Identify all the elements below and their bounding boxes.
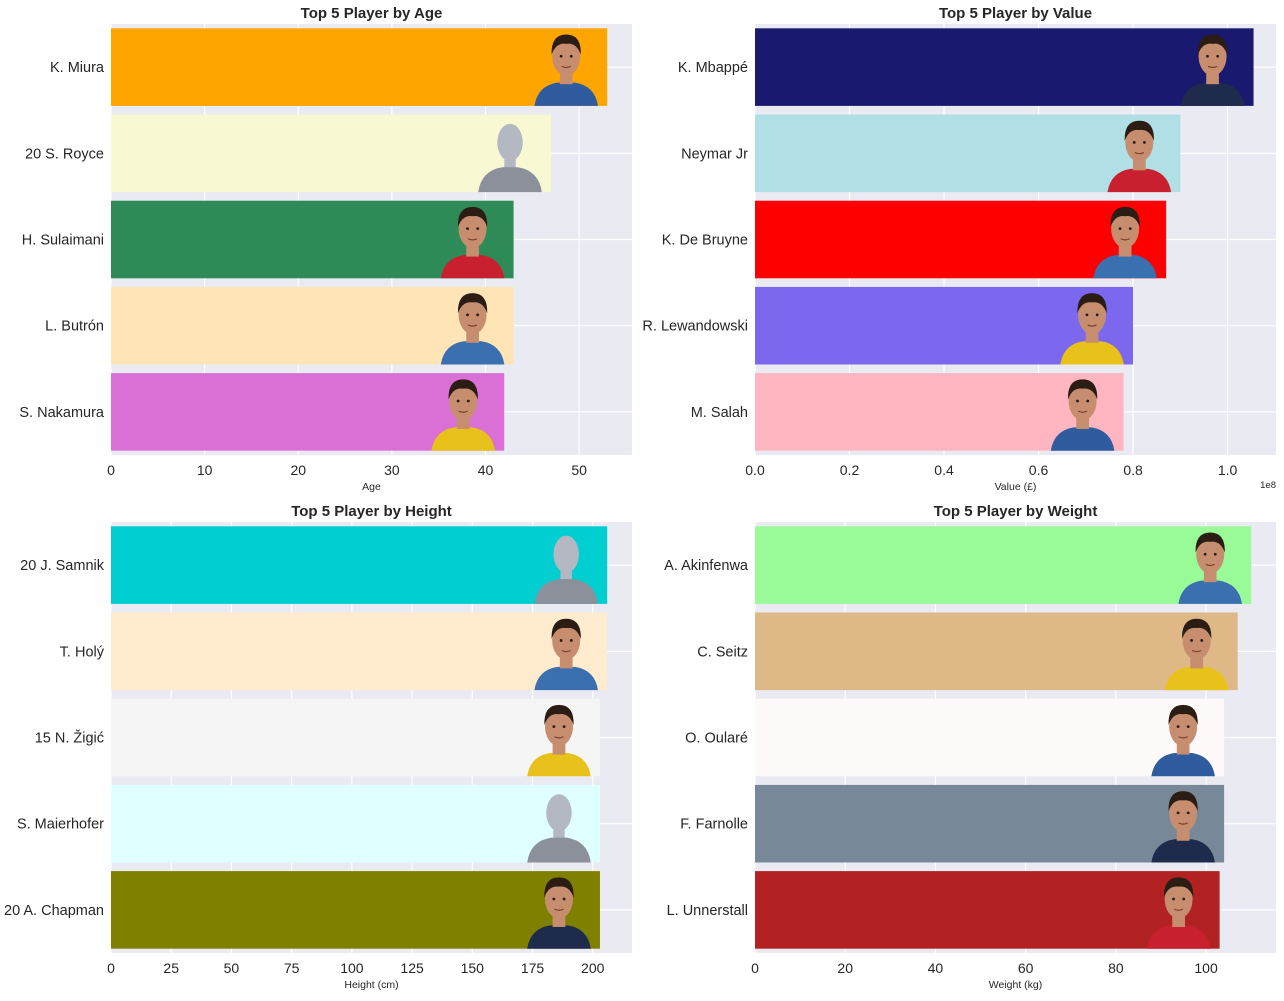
x-tick-label: 0: [751, 960, 759, 976]
y-tick-label: M. Salah: [691, 405, 748, 421]
player-photo: [1180, 34, 1245, 106]
y-tick-label: O. Oularé: [685, 731, 748, 747]
bar: [755, 612, 1238, 691]
bar: [111, 526, 608, 604]
chart-panel-1: K. Miura 20 S. Royce H. Sulaimani L. Butrón…: [19, 5, 632, 493]
player-photo: [1093, 206, 1157, 279]
x-tick-label: 50: [571, 462, 587, 478]
chart-panel-4: A. Akinfenwa C. Seitz O. Oularé F. Farnolle…: [664, 503, 1276, 991]
x-tick-label: 0.8: [1123, 462, 1143, 478]
x-tick-label: 20: [290, 462, 306, 478]
chart-panel-3: 20 J. Samnik T. Holý 15 N. Žigić S. Maierho…: [4, 503, 632, 991]
player-photo: [1178, 532, 1243, 604]
x-tick-label: 1.0: [1218, 462, 1238, 478]
y-tick-label: K. Mbappé: [678, 60, 748, 76]
x-tick-label: 40: [928, 960, 944, 976]
bar: [755, 871, 1220, 949]
x-tick-label: 60: [1018, 960, 1034, 976]
y-tick-label: L. Unnerstall: [667, 903, 748, 919]
y-tick-label: 20 S. Royce: [25, 146, 104, 162]
silhouette-icon: [534, 535, 599, 604]
bar: [755, 698, 1225, 777]
chart-title: Top 5 Player by Value: [939, 5, 1092, 22]
player-photo: [527, 877, 591, 949]
x-tick-label: 25: [163, 960, 179, 976]
player-photo: [1060, 293, 1124, 365]
x-tick-label: 100: [1194, 960, 1218, 976]
player-photo: [534, 34, 599, 106]
y-tick-label: L. Butrón: [45, 319, 104, 335]
bar: [755, 784, 1225, 863]
y-tick-label: K. De Bruyne: [662, 233, 748, 249]
x-tick-label: 200: [581, 960, 605, 976]
chart-title: Top 5 Player by Weight: [934, 503, 1098, 520]
bar: [111, 784, 600, 863]
x-axis-label: Height (cm): [344, 979, 398, 991]
y-tick-label: H. Sulaimani: [22, 233, 104, 249]
x-axis-offset-label: 1e8: [1260, 480, 1276, 491]
x-tick-label: 20: [837, 960, 853, 976]
bar: [111, 612, 608, 691]
bar: [755, 28, 1254, 106]
player-photo: [1146, 877, 1211, 949]
y-tick-label: F. Farnolle: [680, 817, 748, 833]
y-tick-label: 15 N. Žigić: [35, 730, 104, 747]
player-photo: [440, 293, 505, 365]
x-tick-label: 50: [224, 960, 240, 976]
player-photo: [1107, 120, 1172, 193]
bar: [755, 114, 1181, 193]
x-tick-label: 0.6: [1029, 462, 1049, 478]
silhouette-icon: [527, 794, 591, 863]
x-tick-label: 10: [197, 462, 213, 478]
x-tick-label: 80: [1108, 960, 1124, 976]
chart-title: Top 5 Player by Height: [291, 503, 452, 520]
player-photo: [1164, 618, 1229, 691]
y-tick-label: K. Miura: [50, 60, 105, 76]
y-tick-label: R. Lewandowski: [642, 319, 748, 335]
y-tick-label: Neymar Jr: [681, 146, 748, 162]
chart-title: Top 5 Player by Age: [301, 5, 443, 22]
player-photo: [1151, 704, 1215, 777]
x-tick-label: 0: [107, 960, 115, 976]
y-tick-label: S. Nakamura: [19, 405, 105, 421]
x-tick-label: 100: [340, 960, 364, 976]
x-tick-label: 0.2: [840, 462, 860, 478]
x-axis-label: Weight (kg): [989, 979, 1043, 991]
x-tick-label: 125: [400, 960, 424, 976]
x-tick-label: 0.0: [745, 462, 765, 478]
x-tick-label: 0.4: [934, 462, 954, 478]
bar: [755, 200, 1167, 279]
x-tick-label: 30: [384, 462, 400, 478]
bar: [111, 28, 608, 106]
chart-panel-2: K. Mbappé Neymar Jr K. De Bruyne R. Lewando…: [642, 5, 1276, 493]
player-photo: [1151, 791, 1215, 863]
x-axis-label: Age: [362, 481, 381, 493]
player-photo: [534, 618, 599, 691]
y-tick-label: A. Akinfenwa: [664, 558, 749, 574]
x-tick-label: 175: [521, 960, 545, 976]
player-photo: [1050, 379, 1115, 451]
bar: [111, 698, 600, 777]
y-tick-label: 20 J. Samnik: [20, 558, 105, 574]
y-tick-label: T. Holý: [60, 644, 105, 660]
x-tick-label: 150: [461, 960, 485, 976]
y-tick-label: 20 A. Chapman: [4, 903, 104, 919]
y-tick-label: C. Seitz: [697, 644, 748, 660]
y-tick-label: S. Maierhofer: [17, 817, 104, 833]
x-tick-label: 40: [478, 462, 494, 478]
bar: [111, 114, 552, 193]
x-tick-label: 0: [107, 462, 115, 478]
x-axis-label: Value (£): [995, 481, 1037, 493]
bar: [755, 526, 1252, 604]
bar: [111, 871, 600, 949]
player-photo: [527, 704, 591, 777]
silhouette-icon: [478, 123, 542, 193]
x-tick-label: 75: [284, 960, 300, 976]
player-photo: [440, 206, 505, 279]
player-photo: [431, 379, 496, 451]
